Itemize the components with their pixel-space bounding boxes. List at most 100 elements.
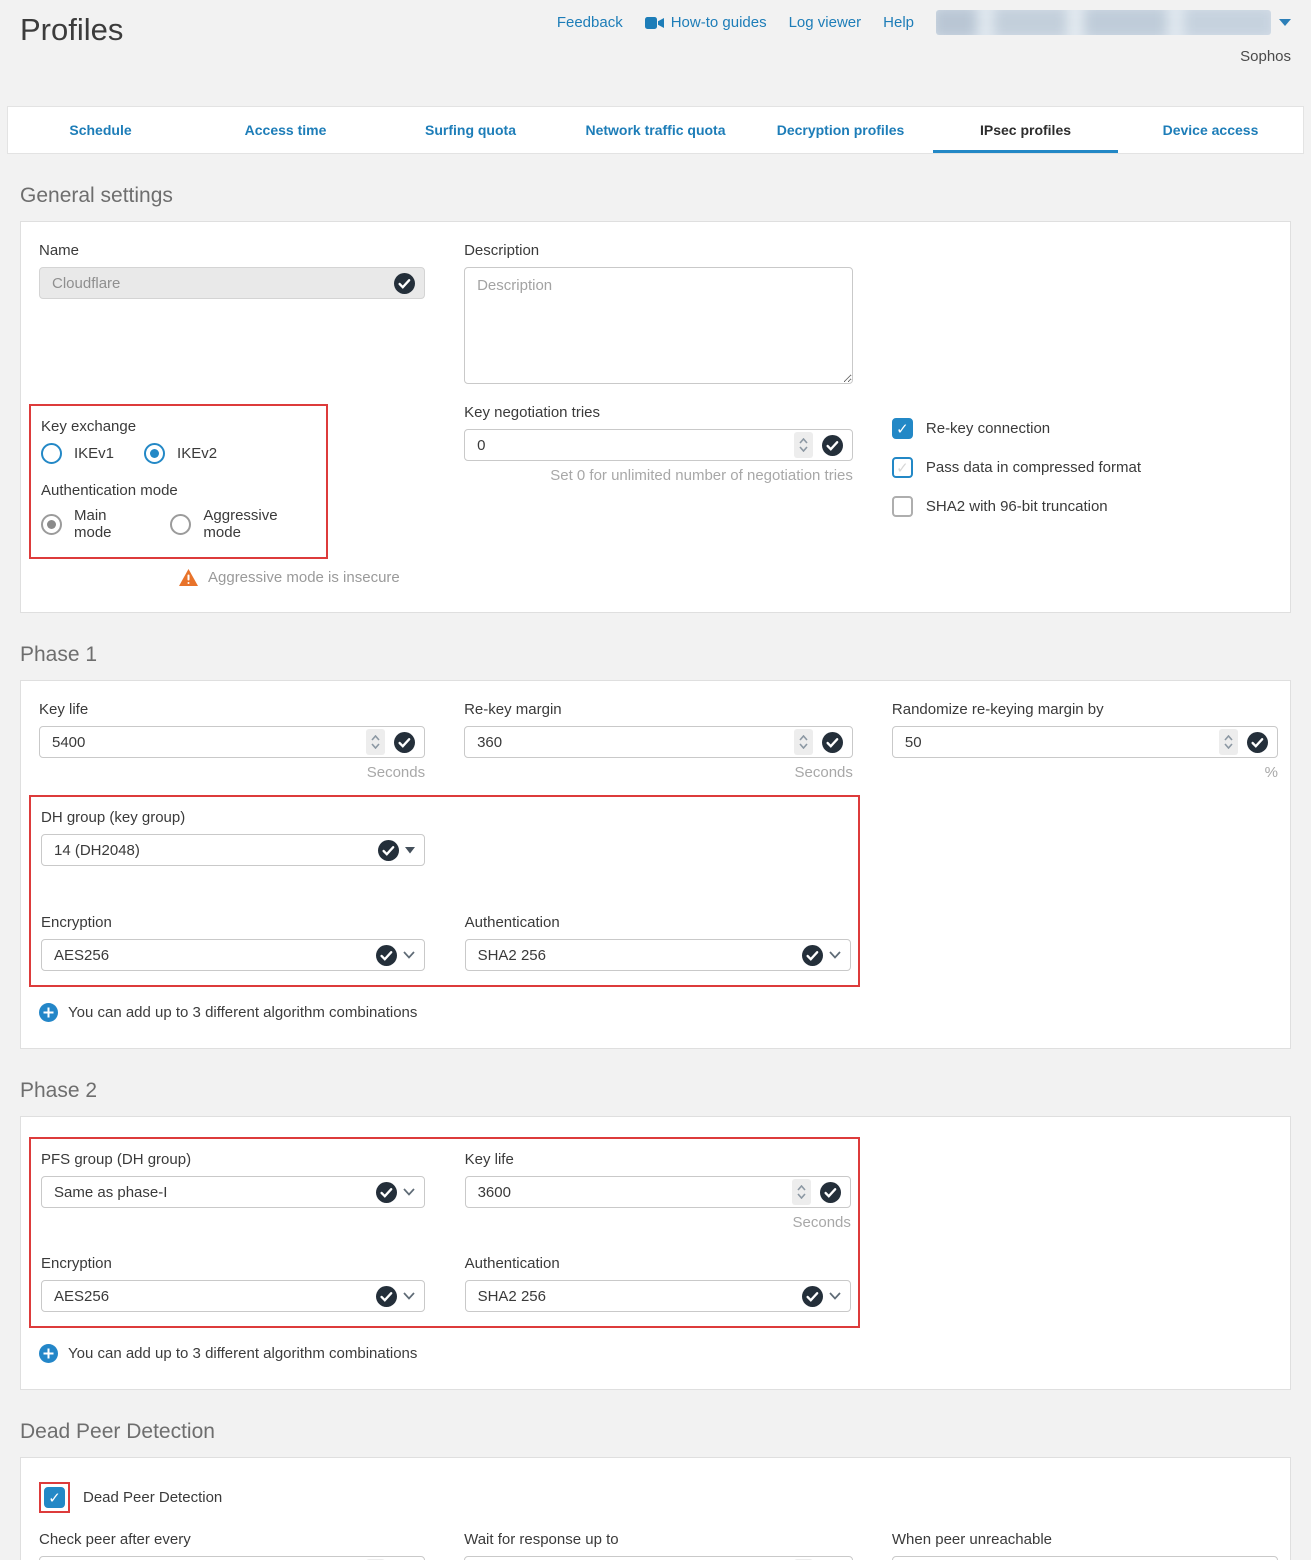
tab-schedule[interactable]: Schedule xyxy=(69,122,132,138)
number-stepper[interactable] xyxy=(793,729,813,755)
phase1-encryption-field: Encryption AES256 xyxy=(41,914,425,971)
when-unreachable-group: When peer unreachable Re-initiate xyxy=(891,1531,1278,1560)
wait-response-label: Wait for response up to xyxy=(464,1531,619,1548)
valid-check-icon xyxy=(377,839,399,861)
sha2-truncation-label: SHA2 with 96-bit truncation xyxy=(925,498,1108,515)
number-stepper[interactable] xyxy=(793,432,813,458)
dh-group-label: DH group (key group) xyxy=(41,809,186,826)
chevron-down-icon xyxy=(1279,19,1291,26)
key-negotiation-value[interactable] xyxy=(477,436,794,454)
name-label: Name xyxy=(39,242,80,259)
compressed-format-label: Pass data in compressed format xyxy=(925,459,1141,476)
caret-down-icon xyxy=(404,846,415,854)
dpd-panel: ✓ Dead Peer Detection Check peer after e… xyxy=(20,1457,1291,1560)
name-input-value xyxy=(52,274,395,292)
randomize-margin-group: Randomize re-keying margin by % xyxy=(891,701,1278,781)
help-link[interactable]: Help xyxy=(883,14,914,31)
key-life-value[interactable] xyxy=(52,733,367,751)
phase2-key-life-label: Key life xyxy=(464,1151,514,1168)
add-plus-icon xyxy=(39,1344,58,1363)
phase2-key-life-field: Key life Seconds xyxy=(464,1151,851,1231)
chevron-down-icon xyxy=(402,1292,415,1300)
key-negotiation-group: Key negotiation tries Set 0 for unlimite… xyxy=(464,404,853,586)
tab-access-time[interactable]: Access time xyxy=(244,122,327,138)
description-field-group: Description xyxy=(464,242,853,388)
when-unreachable-label: When peer unreachable xyxy=(891,1531,1052,1548)
radio-aggressive-mode[interactable]: Aggressive mode xyxy=(170,507,314,541)
randomize-margin-input[interactable] xyxy=(891,726,1278,758)
howto-guides-link[interactable]: How-to guides xyxy=(644,14,767,31)
key-life-helper: Seconds xyxy=(366,764,426,781)
randomize-margin-helper: % xyxy=(1264,764,1278,781)
compressed-format-option[interactable]: ✓ Pass data in compressed format xyxy=(891,457,1278,478)
radio-ikev2[interactable]: IKEv2 xyxy=(144,443,217,464)
pfs-group-select[interactable]: Same as phase-I xyxy=(41,1176,425,1208)
profile-tabbar: Schedule Access time Surfing quota Netwo… xyxy=(7,106,1304,154)
dpd-heading: Dead Peer Detection xyxy=(20,1420,215,1443)
valid-check-icon xyxy=(801,944,823,966)
dpd-enable-option[interactable]: ✓ Dead Peer Detection xyxy=(39,1482,1278,1513)
phase1-add-combination[interactable]: You can add up to 3 different algorithm … xyxy=(39,1003,1278,1022)
phase2-authentication-field: Authentication SHA2 256 xyxy=(464,1255,851,1312)
general-settings-heading: General settings xyxy=(20,184,173,207)
radio-main-mode-label: Main mode xyxy=(74,507,112,541)
annotation-box-key-exchange: Key exchange IKEv1 IKEv2 Authentication … xyxy=(29,404,328,559)
encryption-label: Encryption xyxy=(41,914,112,931)
number-stepper[interactable] xyxy=(791,1179,811,1205)
valid-check-icon xyxy=(375,1181,397,1203)
key-life-input[interactable] xyxy=(39,726,426,758)
number-stepper[interactable] xyxy=(1219,729,1238,755)
phase2-key-life-input[interactable] xyxy=(464,1176,851,1208)
radio-circle-disabled-icon xyxy=(170,513,192,535)
annotation-box-dpd-checkbox: ✓ xyxy=(39,1482,70,1513)
tab-network-traffic-quota[interactable]: Network traffic quota xyxy=(585,122,726,138)
rekey-connection-label: Re-key connection xyxy=(925,420,1051,437)
wait-response-group: Wait for response up to Seconds xyxy=(464,1531,853,1560)
tab-surfing-quota[interactable]: Surfing quota xyxy=(425,122,516,138)
phase1-authentication-select[interactable]: SHA2 256 xyxy=(464,939,851,971)
tab-device-access[interactable]: Device access xyxy=(1162,122,1259,138)
dh-group-select[interactable]: 14 (DH2048) xyxy=(41,834,425,866)
sha2-truncation-option[interactable]: SHA2 with 96-bit truncation xyxy=(891,496,1278,517)
auth-mode-label: Authentication mode xyxy=(41,482,178,499)
valid-check-icon xyxy=(801,1285,823,1307)
key-exchange-label: Key exchange xyxy=(41,418,137,435)
name-input[interactable] xyxy=(39,267,426,299)
wait-response-input[interactable] xyxy=(464,1556,853,1560)
add-plus-icon xyxy=(39,1003,58,1022)
phase1-add-note: You can add up to 3 different algorithm … xyxy=(68,1004,418,1021)
when-unreachable-select[interactable]: Re-initiate xyxy=(891,1556,1278,1560)
account-menu[interactable] xyxy=(936,10,1291,35)
rekey-connection-option[interactable]: ✓ Re-key connection xyxy=(891,418,1278,439)
check-peer-label: Check peer after every xyxy=(39,1531,191,1548)
description-textarea[interactable] xyxy=(464,267,853,384)
rekey-margin-value[interactable] xyxy=(477,733,794,751)
number-stepper[interactable] xyxy=(366,729,386,755)
tab-ipsec-profiles[interactable]: IPsec profiles xyxy=(933,107,1118,153)
checkbox-unchecked-icon xyxy=(891,496,913,517)
key-negotiation-input[interactable] xyxy=(464,429,853,461)
warning-triangle-icon xyxy=(179,569,198,586)
page-title: Profiles xyxy=(20,12,124,47)
phase1-encryption-select[interactable]: AES256 xyxy=(41,939,425,971)
randomize-margin-value[interactable] xyxy=(904,733,1219,751)
phase2-key-life-helper: Seconds xyxy=(792,1214,851,1231)
tab-decryption-profiles[interactable]: Decryption profiles xyxy=(776,122,905,138)
general-checkboxes: ✓ Re-key connection ✓ Pass data in compr… xyxy=(891,418,1278,586)
log-viewer-link[interactable]: Log viewer xyxy=(788,14,862,31)
annotation-box-phase2-algorithms: PFS group (DH group) Same as phase-I xyxy=(29,1137,860,1328)
phase2-add-combination[interactable]: You can add up to 3 different algorithm … xyxy=(39,1344,1278,1363)
rekey-margin-group: Re-key margin Seconds xyxy=(464,701,853,781)
encryption-label: Encryption xyxy=(41,1255,112,1272)
radio-ikev1[interactable]: IKEv1 xyxy=(41,443,114,464)
phase2-key-life-value[interactable] xyxy=(477,1183,792,1201)
page-header: Profiles Feedback How-to guides Log view… xyxy=(0,0,1311,106)
radio-main-mode[interactable]: Main mode xyxy=(41,507,144,541)
check-peer-input[interactable] xyxy=(39,1556,426,1560)
feedback-link[interactable]: Feedback xyxy=(556,14,623,31)
key-life-group: Key life Seconds xyxy=(39,701,426,781)
rekey-margin-input[interactable] xyxy=(464,726,853,758)
valid-check-icon xyxy=(1247,731,1268,753)
phase2-authentication-select[interactable]: SHA2 256 xyxy=(464,1280,851,1312)
phase2-encryption-select[interactable]: AES256 xyxy=(41,1280,425,1312)
